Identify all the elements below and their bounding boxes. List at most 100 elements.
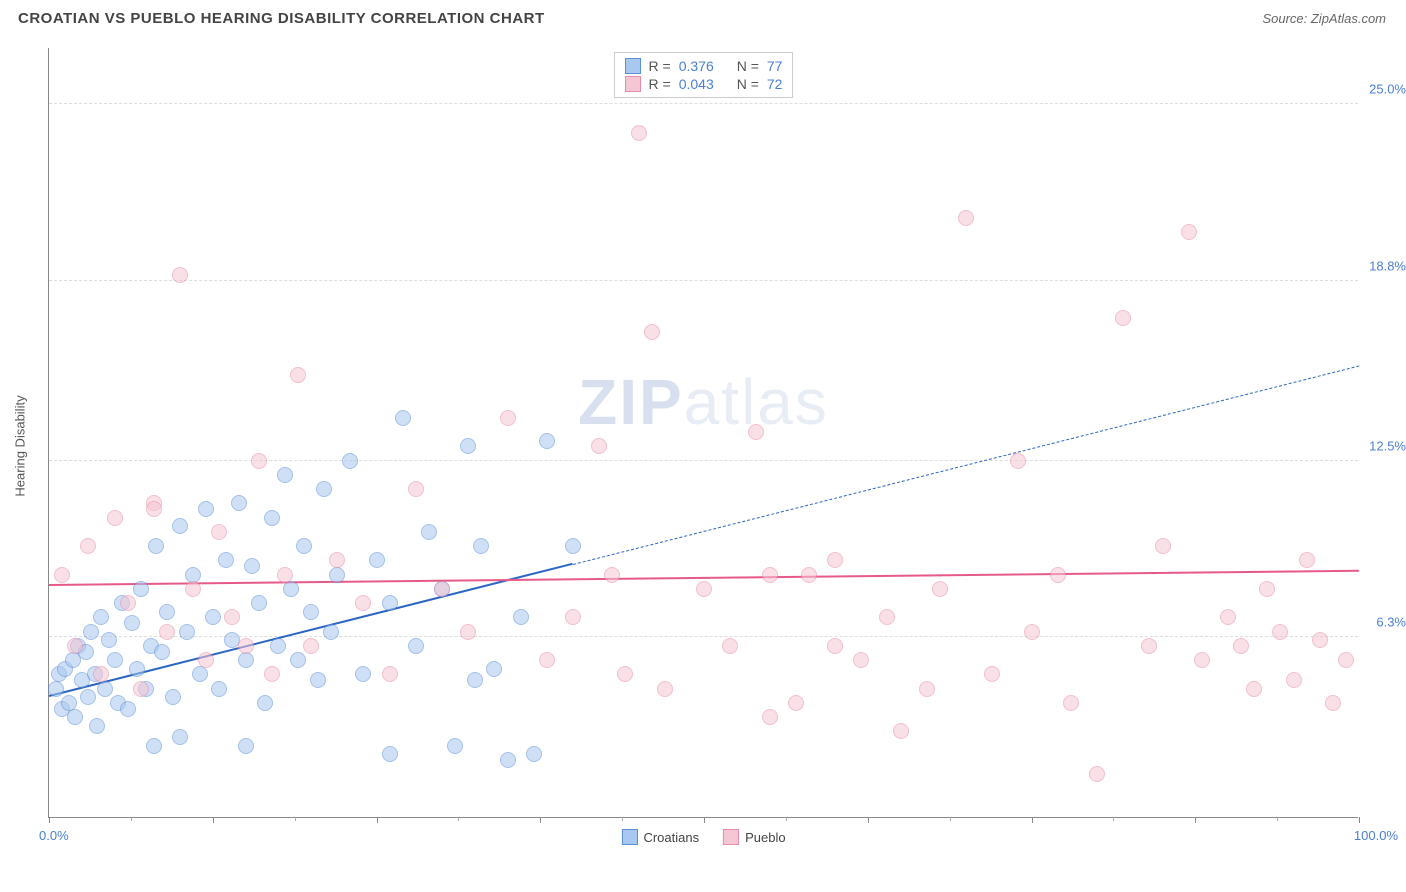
- x-tick-major: [213, 817, 214, 823]
- data-point: [290, 652, 306, 668]
- data-point: [251, 453, 267, 469]
- data-point: [133, 681, 149, 697]
- n-label: N =: [737, 76, 759, 92]
- data-point: [238, 652, 254, 668]
- n-value: 72: [767, 76, 783, 92]
- data-point: [146, 501, 162, 517]
- data-point: [67, 709, 83, 725]
- data-point: [879, 609, 895, 625]
- data-point: [80, 689, 96, 705]
- data-point: [1259, 581, 1275, 597]
- data-point: [148, 538, 164, 554]
- data-point: [211, 524, 227, 540]
- y-axis-title: Hearing Disability: [13, 395, 28, 496]
- data-point: [762, 567, 778, 583]
- data-point: [984, 666, 1000, 682]
- data-point: [565, 538, 581, 554]
- data-point: [283, 581, 299, 597]
- x-tick-minor: [295, 817, 296, 821]
- y-tick-label: 12.5%: [1362, 438, 1406, 453]
- data-point: [238, 738, 254, 754]
- data-point: [467, 672, 483, 688]
- data-point: [447, 738, 463, 754]
- x-tick-major: [377, 817, 378, 823]
- data-point: [257, 695, 273, 711]
- series-legend: CroatiansPueblo: [621, 829, 785, 845]
- data-point: [473, 538, 489, 554]
- data-point: [788, 695, 804, 711]
- data-point: [893, 723, 909, 739]
- data-point: [1155, 538, 1171, 554]
- data-point: [1246, 681, 1262, 697]
- correlation-stats-box: R =0.376N =77R =0.043N =72: [614, 52, 794, 98]
- data-point: [395, 410, 411, 426]
- data-point: [329, 552, 345, 568]
- x-tick-minor: [1113, 817, 1114, 821]
- data-point: [251, 595, 267, 611]
- data-point: [238, 638, 254, 654]
- data-point: [277, 567, 293, 583]
- data-point: [211, 681, 227, 697]
- data-point: [500, 752, 516, 768]
- series-swatch: [625, 76, 641, 92]
- data-point: [853, 652, 869, 668]
- data-point: [526, 746, 542, 762]
- data-point: [1233, 638, 1249, 654]
- data-point: [290, 367, 306, 383]
- data-point: [1194, 652, 1210, 668]
- scatter-plot-area: ZIPatlas R =0.376N =77R =0.043N =72 0.0%…: [48, 48, 1358, 818]
- data-point: [146, 738, 162, 754]
- data-point: [631, 125, 647, 141]
- legend-swatch: [723, 829, 739, 845]
- data-point: [93, 609, 109, 625]
- watermark: ZIPatlas: [578, 365, 829, 439]
- data-point: [460, 438, 476, 454]
- data-point: [722, 638, 738, 654]
- data-point: [591, 438, 607, 454]
- data-point: [277, 467, 293, 483]
- data-point: [80, 538, 96, 554]
- gridline-horizontal: [49, 103, 1358, 104]
- data-point: [264, 666, 280, 682]
- data-point: [644, 324, 660, 340]
- data-point: [539, 652, 555, 668]
- data-point: [604, 567, 620, 583]
- data-point: [539, 433, 555, 449]
- data-point: [932, 581, 948, 597]
- r-label: R =: [649, 76, 671, 92]
- x-axis-min-label: 0.0%: [39, 828, 69, 843]
- data-point: [513, 609, 529, 625]
- data-point: [120, 701, 136, 717]
- data-point: [382, 746, 398, 762]
- data-point: [172, 729, 188, 745]
- legend-label: Pueblo: [745, 830, 785, 845]
- data-point: [218, 552, 234, 568]
- r-label: R =: [649, 58, 671, 74]
- x-tick-minor: [131, 817, 132, 821]
- legend-item: Pueblo: [723, 829, 785, 845]
- data-point: [120, 595, 136, 611]
- data-point: [179, 624, 195, 640]
- x-axis-max-label: 100.0%: [1354, 828, 1398, 843]
- y-tick-label: 18.8%: [1362, 258, 1406, 273]
- data-point: [827, 552, 843, 568]
- data-point: [159, 604, 175, 620]
- watermark-bold: ZIP: [578, 366, 684, 438]
- data-point: [54, 567, 70, 583]
- data-point: [408, 638, 424, 654]
- data-point: [224, 609, 240, 625]
- data-point: [107, 652, 123, 668]
- x-tick-minor: [786, 817, 787, 821]
- data-point: [1115, 310, 1131, 326]
- data-point: [382, 595, 398, 611]
- data-point: [762, 709, 778, 725]
- data-point: [159, 624, 175, 640]
- x-tick-major: [540, 817, 541, 823]
- data-point: [1089, 766, 1105, 782]
- data-point: [1220, 609, 1236, 625]
- x-tick-major: [868, 817, 869, 823]
- data-point: [97, 681, 113, 697]
- data-point: [827, 638, 843, 654]
- data-point: [165, 689, 181, 705]
- data-point: [198, 652, 214, 668]
